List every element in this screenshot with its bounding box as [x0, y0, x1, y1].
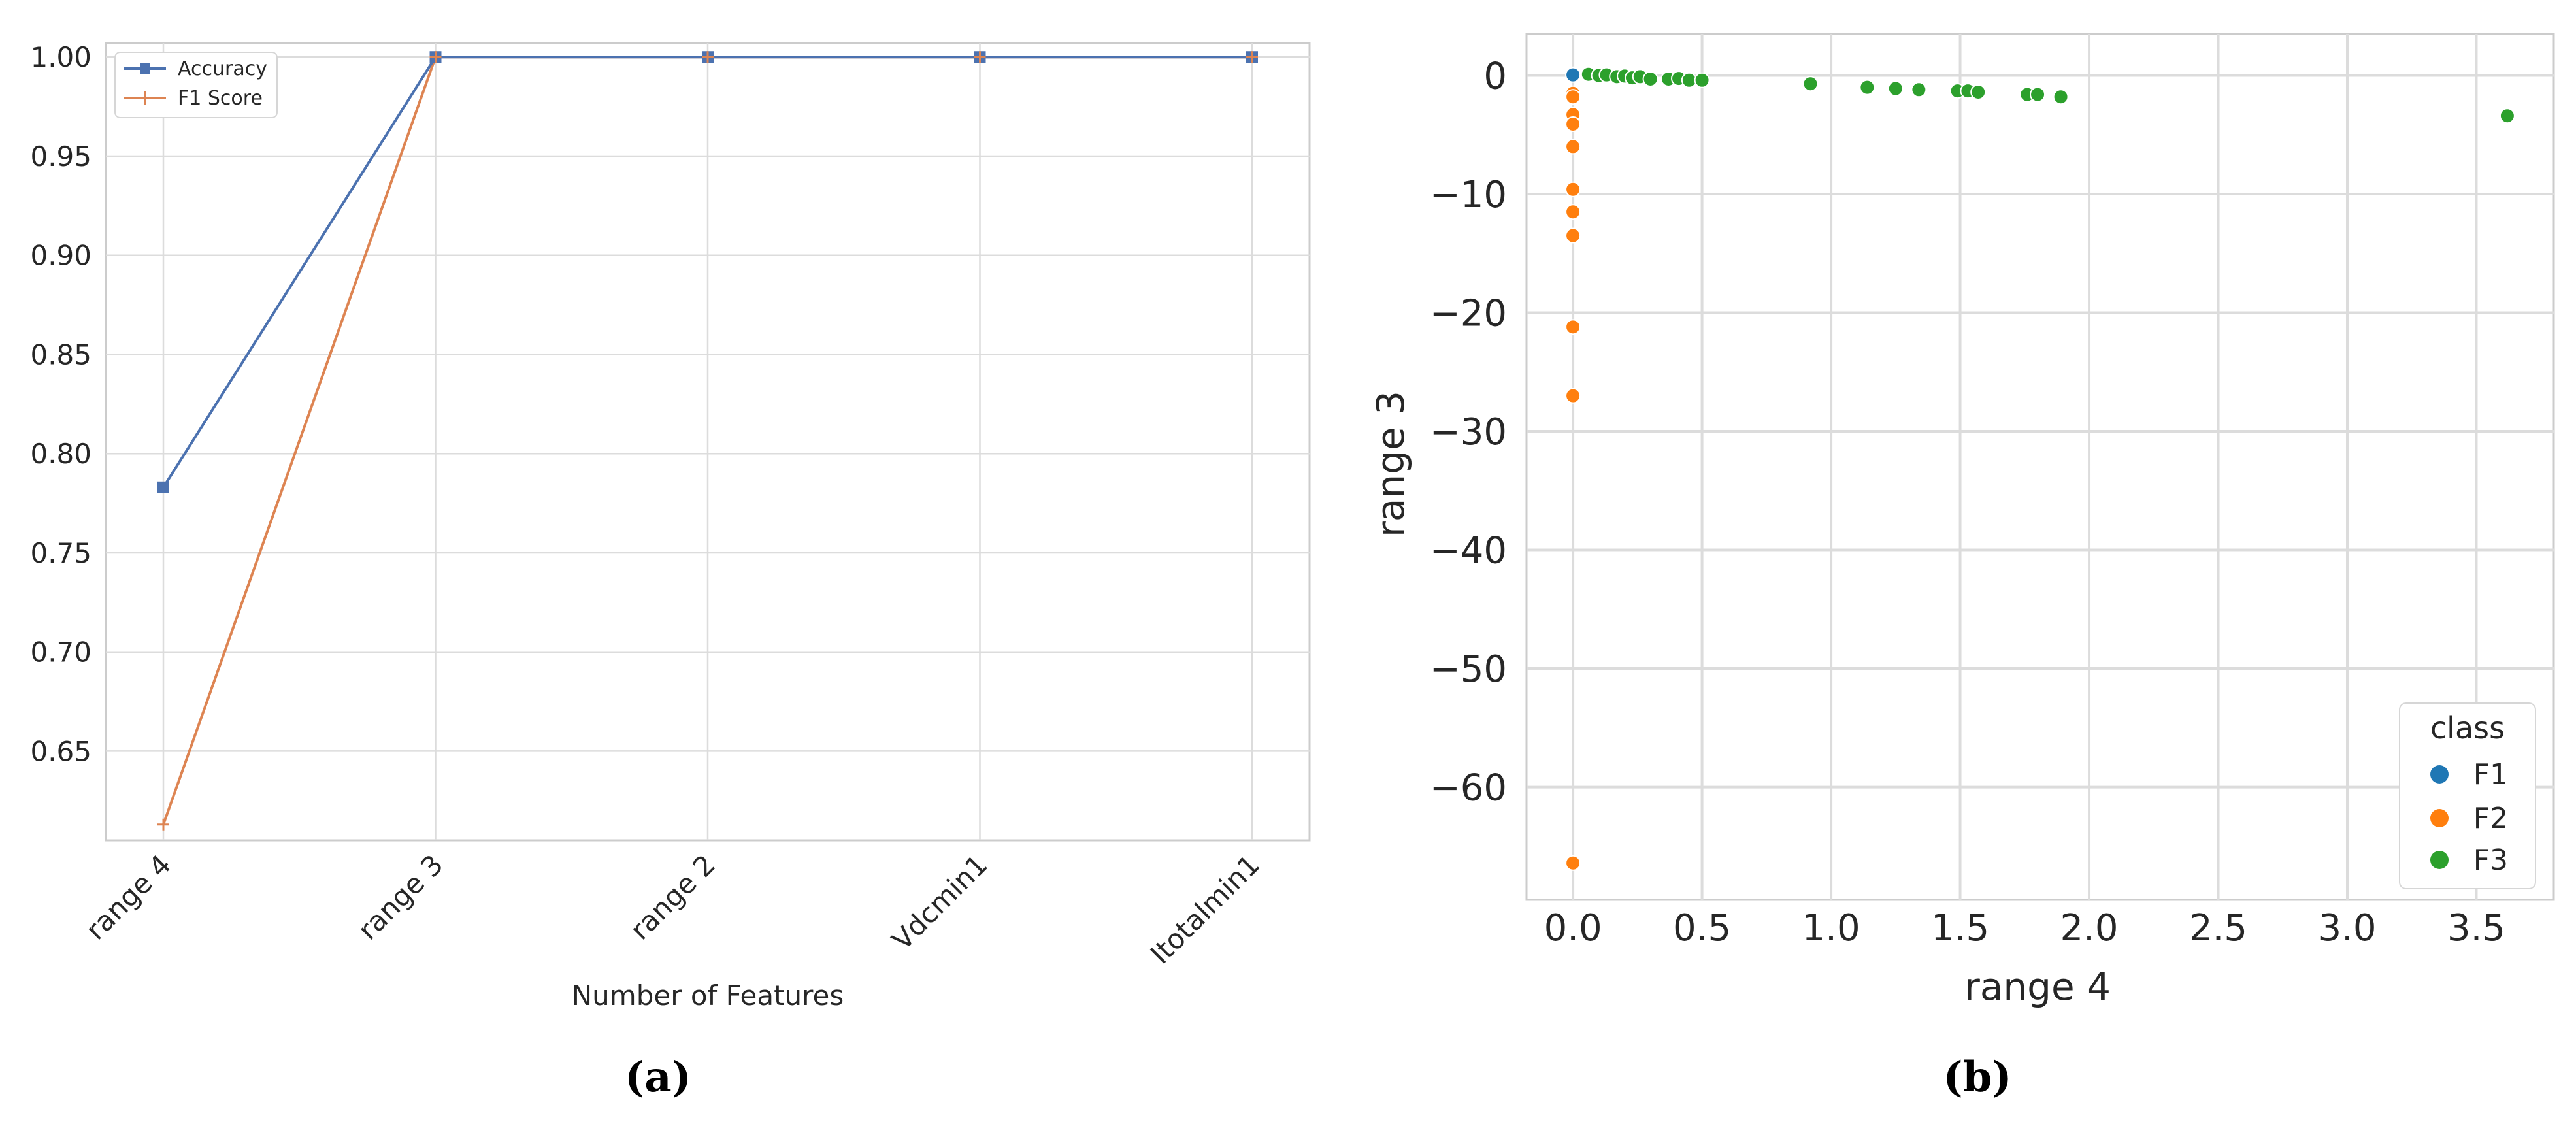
panel-b-grid [1527, 34, 2554, 900]
scatter-point-f3 [2030, 86, 2046, 103]
panel-b-y-tick-labels: 0 −10 −20 −30 −40 −50 −60 [1430, 56, 1507, 810]
panel-a-y-tick-label: 0.95 [30, 140, 91, 173]
scatter-point-f3 [1694, 72, 1710, 88]
scatter-point-f3 [1970, 84, 1987, 100]
scatter-point-f2 [1565, 181, 1581, 197]
scatter-point-f2 [1565, 319, 1581, 335]
panel-a-y-tick-label: 0.65 [30, 735, 91, 767]
data-point-accuracy [157, 481, 169, 493]
legend-f3-dot-icon [2430, 851, 2449, 869]
panel-a-y-tick-label: 0.75 [30, 537, 91, 569]
legend-f1-label: F1 Score [178, 87, 263, 110]
panel-b-y-tick-label: −40 [1430, 530, 1507, 572]
scatter-point-f2 [1565, 855, 1581, 871]
legend-f1-dot-icon [2430, 765, 2449, 784]
scatter-point-f2 [1565, 139, 1581, 155]
scatter-point-f2 [1565, 89, 1581, 105]
data-point-f1-score [157, 818, 169, 831]
panel-b-x-tick-label: 2.5 [2189, 907, 2247, 949]
panel-b-scatter-chart: 0 −10 −20 −30 −40 −50 −60 0.0 0.5 1.0 1.5 2.0 2.5 3.… [1368, 33, 2555, 1009]
panel-b-x-axis-label: range 4 [1964, 965, 2111, 1009]
legend-f2-dot-icon [2430, 809, 2449, 827]
panel-a-grid [106, 43, 1310, 840]
panel-a-y-tick-labels: 0.65 0.70 0.75 0.80 0.85 0.90 0.95 1.00 [30, 41, 91, 767]
data-point-f1-score [974, 51, 986, 63]
panel-b-x-tick-label: 0.0 [1544, 907, 1602, 949]
panel-b-x-tick-label: 1.0 [1802, 907, 1860, 949]
scatter-point-f3 [2053, 89, 2069, 105]
legend-class-f1-label: F1 [2473, 758, 2508, 791]
scatter-point-f2 [1565, 204, 1581, 220]
panel-b-plot-area [1525, 33, 2555, 901]
legend-accuracy-label: Accuracy [178, 58, 267, 80]
legend-class-f2-label: F2 [2473, 802, 2508, 835]
scatter-point-f3 [1887, 80, 1904, 97]
panel-b-x-tick-label: 0.5 [1673, 907, 1731, 949]
scatter-point-f3 [1802, 76, 1819, 92]
panel-a-y-tick-label: 1.00 [30, 41, 91, 73]
panel-a-y-tick-label: 0.90 [30, 240, 91, 272]
panel-b-y-tick-label: −50 [1430, 648, 1507, 691]
scatter-point-f1 [1565, 67, 1581, 83]
scatter-point-f3 [1911, 82, 1927, 98]
panel-a-x-axis-label: Number of Features [572, 980, 844, 1012]
data-point-f1-score [1246, 51, 1258, 63]
scatter-point-f2 [1565, 116, 1581, 132]
panel-a-x-tick-label: Vdcmin1 [886, 848, 994, 956]
panel-a-x-tick-labels: range 4 range 3 range 2 Vdcmin1 Itotalmin1 [80, 848, 1266, 970]
panel-a-x-tick-label: Itotalmin1 [1144, 848, 1266, 970]
panel-b-y-axis-label: range 3 [1368, 391, 1413, 537]
panel-a-y-tick-label: 0.70 [30, 636, 91, 668]
scatter-point-f2 [1565, 388, 1581, 404]
panel-a-x-tick-label: range 2 [624, 848, 721, 946]
scatter-point-f3 [1681, 72, 1697, 88]
panel-b-legend-title: class [2430, 710, 2505, 746]
panel-b-x-tick-label: 2.0 [2060, 907, 2119, 949]
panel-b-x-tick-label: 1.5 [1931, 907, 1989, 949]
panel-b-y-tick-label: −10 [1430, 174, 1507, 216]
panel-b-x-tick-labels: 0.0 0.5 1.0 1.5 2.0 2.5 3.0 3.5 [1544, 907, 2505, 949]
panel-a-x-tick-label: range 3 [352, 848, 449, 946]
panel-a-line-chart: 0.65 0.70 0.75 0.80 0.85 0.90 0.95 1.00 range 4… [30, 41, 1311, 1012]
legend-accuracy-square-icon [140, 63, 150, 74]
panel-a-x-tick-label: range 4 [80, 848, 177, 946]
panel-b-y-tick-label: −60 [1430, 767, 1507, 810]
panel-b-y-tick-label: −30 [1430, 411, 1507, 454]
panel-a-legend: Accuracy F1 Score [114, 52, 278, 118]
panel-b-x-tick-label: 3.5 [2447, 907, 2505, 949]
scatter-point-f3 [1859, 79, 1875, 95]
scatter-point-f3 [1642, 71, 1659, 87]
panel-b-x-tick-label: 3.0 [2318, 907, 2376, 949]
data-point-f1-score [429, 51, 442, 63]
scatter-point-f3 [2499, 108, 2515, 124]
panel-a-series-markers [157, 51, 1258, 831]
panel-b-scatter-points [1565, 66, 2515, 871]
panel-a-y-tick-label: 0.80 [30, 438, 91, 470]
panel-b-legend: class F1 F2 F3 [2399, 702, 2536, 889]
legend-f1-plus-icon [139, 91, 152, 105]
legend-class-f3-label: F3 [2473, 844, 2508, 877]
panel-b-legend-box [2399, 702, 2536, 889]
panel-b-y-tick-label: −20 [1430, 293, 1507, 335]
scatter-point-f2 [1565, 227, 1581, 244]
data-point-f1-score [702, 51, 714, 63]
panel-b-caption: (b) [1943, 1053, 2011, 1102]
panel-b-y-tick-label: 0 [1483, 56, 1507, 98]
panel-a-y-tick-label: 0.85 [30, 338, 91, 371]
panel-a-caption: (a) [625, 1053, 691, 1102]
